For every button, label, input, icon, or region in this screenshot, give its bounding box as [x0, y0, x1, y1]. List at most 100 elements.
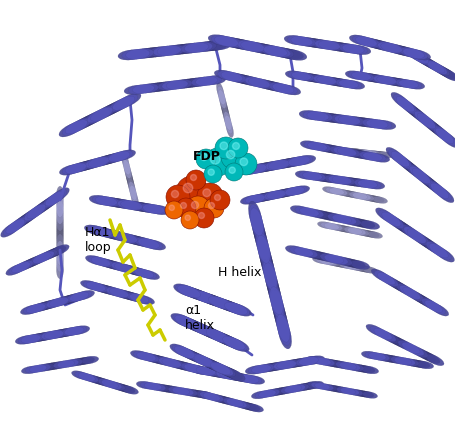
Ellipse shape — [105, 198, 126, 207]
Ellipse shape — [217, 37, 241, 48]
Ellipse shape — [181, 287, 204, 299]
Ellipse shape — [314, 112, 336, 122]
Ellipse shape — [146, 205, 167, 214]
Ellipse shape — [49, 297, 68, 307]
Ellipse shape — [15, 336, 35, 344]
Ellipse shape — [306, 111, 328, 121]
Ellipse shape — [75, 290, 94, 300]
Ellipse shape — [80, 280, 99, 290]
Ellipse shape — [144, 240, 165, 250]
Ellipse shape — [301, 356, 321, 365]
Ellipse shape — [56, 206, 63, 224]
Ellipse shape — [86, 282, 105, 291]
Ellipse shape — [317, 358, 334, 366]
Ellipse shape — [355, 219, 374, 229]
Ellipse shape — [187, 289, 210, 302]
Ellipse shape — [286, 359, 305, 368]
Ellipse shape — [253, 193, 272, 202]
Ellipse shape — [209, 394, 227, 403]
Circle shape — [186, 170, 206, 190]
Ellipse shape — [344, 81, 364, 89]
Ellipse shape — [389, 78, 408, 87]
Ellipse shape — [375, 354, 393, 362]
Ellipse shape — [389, 280, 407, 292]
Ellipse shape — [335, 177, 354, 185]
Ellipse shape — [311, 143, 330, 152]
Ellipse shape — [289, 247, 308, 256]
Ellipse shape — [88, 256, 107, 266]
Ellipse shape — [340, 226, 355, 233]
Ellipse shape — [30, 333, 49, 342]
Ellipse shape — [345, 263, 360, 270]
Ellipse shape — [425, 241, 444, 256]
Ellipse shape — [46, 298, 66, 308]
Ellipse shape — [56, 254, 63, 272]
Ellipse shape — [218, 335, 240, 348]
Ellipse shape — [92, 196, 114, 205]
Ellipse shape — [358, 391, 373, 398]
Ellipse shape — [321, 41, 343, 51]
Ellipse shape — [35, 332, 55, 341]
Ellipse shape — [364, 181, 384, 189]
Ellipse shape — [349, 117, 371, 127]
Ellipse shape — [271, 189, 291, 198]
Ellipse shape — [41, 331, 61, 340]
Ellipse shape — [226, 338, 249, 352]
Ellipse shape — [340, 148, 359, 157]
Ellipse shape — [320, 222, 335, 229]
Ellipse shape — [254, 364, 273, 373]
Ellipse shape — [381, 332, 399, 344]
Ellipse shape — [408, 360, 425, 368]
Ellipse shape — [168, 360, 187, 369]
Ellipse shape — [385, 147, 403, 163]
Ellipse shape — [210, 297, 233, 310]
Ellipse shape — [370, 41, 392, 51]
Ellipse shape — [373, 328, 391, 340]
Circle shape — [210, 154, 220, 164]
Ellipse shape — [175, 315, 197, 329]
Ellipse shape — [166, 80, 187, 89]
Ellipse shape — [270, 362, 289, 370]
Ellipse shape — [126, 293, 146, 302]
Ellipse shape — [345, 218, 365, 226]
Ellipse shape — [325, 385, 340, 392]
Ellipse shape — [76, 160, 98, 171]
Ellipse shape — [364, 352, 381, 359]
Ellipse shape — [404, 81, 424, 89]
Ellipse shape — [133, 48, 157, 58]
Ellipse shape — [291, 72, 310, 80]
Ellipse shape — [266, 46, 290, 57]
Ellipse shape — [347, 389, 362, 396]
Ellipse shape — [153, 82, 175, 91]
Ellipse shape — [369, 326, 387, 338]
Ellipse shape — [230, 373, 250, 382]
Ellipse shape — [89, 195, 111, 205]
Ellipse shape — [364, 150, 380, 157]
Ellipse shape — [392, 79, 411, 87]
Ellipse shape — [339, 190, 354, 197]
Ellipse shape — [359, 150, 374, 156]
Ellipse shape — [102, 153, 124, 163]
Ellipse shape — [35, 302, 54, 311]
Ellipse shape — [39, 250, 57, 261]
Ellipse shape — [409, 107, 426, 122]
Ellipse shape — [171, 361, 190, 370]
Ellipse shape — [348, 71, 367, 80]
Ellipse shape — [207, 369, 227, 378]
Ellipse shape — [346, 363, 363, 371]
Ellipse shape — [345, 45, 367, 54]
Ellipse shape — [349, 149, 365, 155]
Ellipse shape — [255, 79, 276, 89]
Ellipse shape — [358, 194, 374, 201]
Ellipse shape — [323, 77, 342, 86]
Ellipse shape — [313, 357, 330, 365]
Text: FDP: FDP — [192, 150, 220, 163]
Ellipse shape — [360, 230, 375, 237]
Ellipse shape — [118, 291, 137, 300]
Text: H helix: H helix — [217, 266, 261, 279]
Ellipse shape — [162, 81, 183, 90]
Ellipse shape — [67, 326, 87, 335]
Ellipse shape — [263, 191, 283, 200]
Ellipse shape — [266, 273, 279, 301]
Ellipse shape — [181, 318, 203, 331]
